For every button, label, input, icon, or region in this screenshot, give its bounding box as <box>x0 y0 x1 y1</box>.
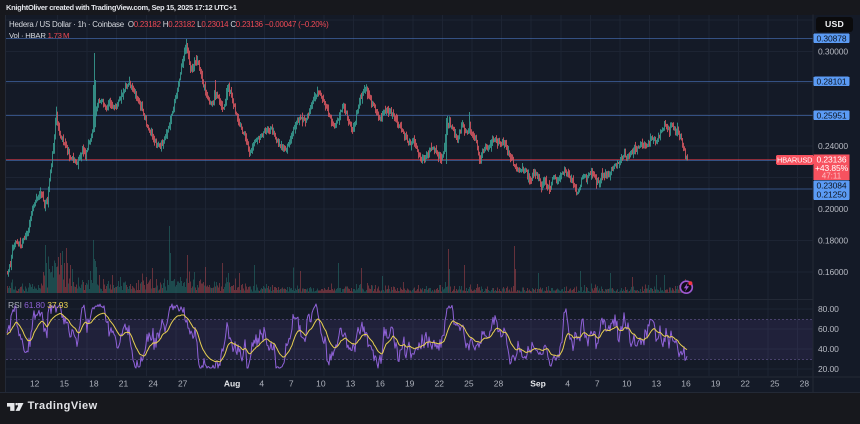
svg-text:0.28101: 0.28101 <box>816 76 846 86</box>
svg-text:18: 18 <box>89 379 99 389</box>
svg-text:27: 27 <box>178 379 188 389</box>
svg-text:0.20000: 0.20000 <box>818 204 848 214</box>
svg-text:0.30878: 0.30878 <box>816 33 846 43</box>
svg-text:0.18000: 0.18000 <box>818 236 848 246</box>
svg-text:0.23136: 0.23136 <box>816 155 846 165</box>
svg-text:4: 4 <box>565 379 570 389</box>
svg-text:22: 22 <box>435 379 445 389</box>
svg-text:40.00: 40.00 <box>818 344 839 354</box>
svg-text:13: 13 <box>346 379 356 389</box>
svg-text:20.00: 20.00 <box>818 364 839 374</box>
svg-text:7: 7 <box>289 379 294 389</box>
svg-text:24: 24 <box>148 379 158 389</box>
svg-text:19: 19 <box>405 379 415 389</box>
svg-text:Sep: Sep <box>530 379 546 389</box>
svg-text:Aug: Aug <box>224 379 241 389</box>
svg-text:+43.85%: +43.85% <box>815 163 849 173</box>
svg-text:HBARUSD: HBARUSD <box>777 156 812 165</box>
svg-text:28: 28 <box>800 379 810 389</box>
svg-text:16: 16 <box>375 379 385 389</box>
svg-text:0.24000: 0.24000 <box>818 141 848 151</box>
svg-text:0.16000: 0.16000 <box>818 267 848 277</box>
svg-text:21: 21 <box>119 379 129 389</box>
svg-text:4: 4 <box>259 379 264 389</box>
svg-text:25: 25 <box>770 379 780 389</box>
svg-text:10: 10 <box>622 379 632 389</box>
svg-text:0.25951: 0.25951 <box>816 110 846 120</box>
svg-text:60.00: 60.00 <box>818 324 839 334</box>
svg-text:19: 19 <box>711 379 721 389</box>
svg-text:25: 25 <box>464 379 474 389</box>
svg-text:7: 7 <box>595 379 600 389</box>
svg-text:22: 22 <box>740 379 750 389</box>
svg-text:0.21250: 0.21250 <box>816 190 846 200</box>
svg-text:16: 16 <box>681 379 691 389</box>
svg-text:28: 28 <box>494 379 504 389</box>
svg-text:15: 15 <box>60 379 70 389</box>
svg-text:10: 10 <box>316 379 326 389</box>
svg-text:80.00: 80.00 <box>818 304 839 314</box>
svg-text:0.23084: 0.23084 <box>816 180 846 190</box>
svg-text:0.30000: 0.30000 <box>818 47 848 57</box>
svg-text:12: 12 <box>30 379 40 389</box>
svg-text:13: 13 <box>652 379 662 389</box>
svg-text:47:11: 47:11 <box>822 172 842 181</box>
